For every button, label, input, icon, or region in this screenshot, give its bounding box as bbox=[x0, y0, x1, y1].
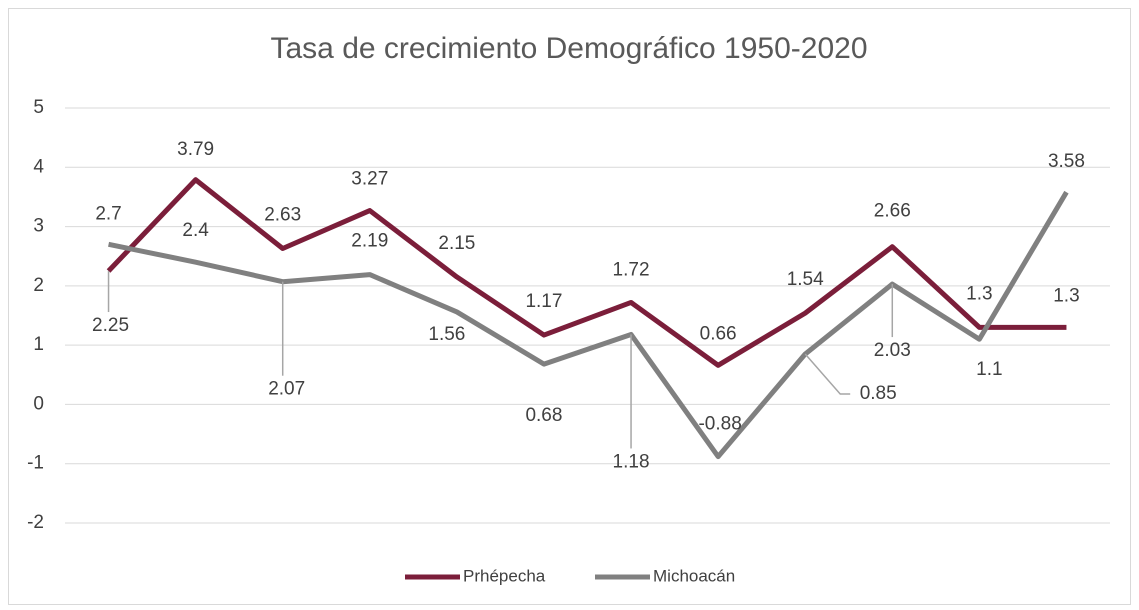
data-label: 1.54 bbox=[787, 269, 824, 290]
data-label: 2.7 bbox=[95, 203, 121, 224]
data-label: 2.25 bbox=[92, 315, 129, 336]
data-label: 3.27 bbox=[351, 169, 388, 190]
data-label: 1.3 bbox=[966, 283, 992, 304]
data-label: 1.56 bbox=[428, 324, 465, 345]
legend-label: Michoacán bbox=[653, 566, 735, 585]
data-label: 1.1 bbox=[976, 359, 1002, 380]
series-line bbox=[106, 177, 1067, 368]
data-label: 3.79 bbox=[177, 139, 214, 160]
data-label: 0.85 bbox=[860, 383, 897, 404]
y-tick-label: -1 bbox=[27, 453, 44, 474]
y-tick-label: -2 bbox=[27, 512, 44, 533]
data-label: 2.63 bbox=[264, 205, 301, 226]
y-tick-label: 1 bbox=[33, 334, 44, 355]
data-label: 2.07 bbox=[268, 379, 305, 400]
series-line bbox=[108, 190, 1069, 460]
data-label: 2.66 bbox=[874, 201, 911, 222]
data-label: 0.68 bbox=[525, 405, 562, 426]
chart-border bbox=[8, 8, 1131, 605]
data-label: 1.18 bbox=[613, 451, 650, 472]
y-tick-label: 3 bbox=[33, 216, 44, 237]
leader-line bbox=[804, 353, 851, 395]
data-label: 2.15 bbox=[438, 233, 475, 254]
legend-label: Prhépecha bbox=[463, 566, 546, 585]
data-label: 3.58 bbox=[1048, 151, 1085, 172]
y-tick-label: 2 bbox=[33, 275, 44, 296]
y-tick-label: 5 bbox=[33, 97, 44, 118]
y-tick-label: 4 bbox=[33, 156, 44, 177]
data-label: 2.19 bbox=[351, 231, 388, 252]
data-label: 1.3 bbox=[1053, 285, 1079, 306]
chart-title: Tasa de crecimiento Demográfico 1950-202… bbox=[271, 32, 868, 65]
data-label: 0.66 bbox=[700, 323, 737, 344]
y-tick-label: 0 bbox=[33, 393, 44, 414]
data-label: -0.88 bbox=[698, 414, 741, 435]
data-label: 1.17 bbox=[525, 291, 562, 312]
data-label: 2.03 bbox=[874, 340, 911, 361]
data-label: 2.4 bbox=[182, 220, 209, 241]
data-label: 1.72 bbox=[613, 259, 650, 280]
